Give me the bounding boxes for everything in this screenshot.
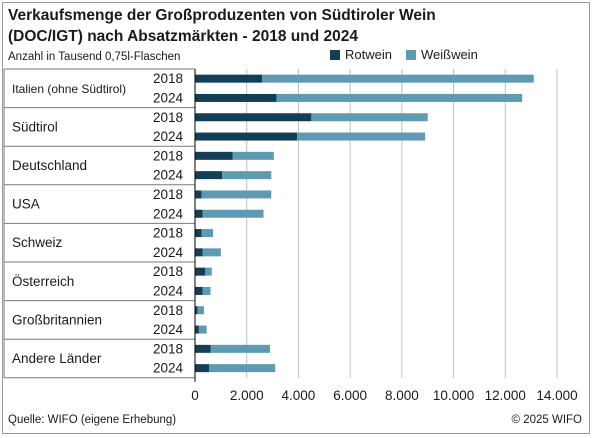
legend-swatch-weisswein xyxy=(405,49,416,60)
bar-rotwein xyxy=(195,248,203,257)
bar-weisswein xyxy=(201,190,272,199)
legend-label-weisswein: Weißwein xyxy=(420,47,478,62)
bar-weisswein xyxy=(198,325,207,334)
bar-rotwein xyxy=(195,325,199,334)
year-label: 2018 xyxy=(153,110,183,125)
year-label: 2024 xyxy=(153,283,184,298)
legend-item-rotwein: Rotwein xyxy=(330,47,392,62)
year-label: 2018 xyxy=(153,187,183,202)
category-label: Österreich xyxy=(12,274,74,289)
x-tick-label: 2.000 xyxy=(230,388,264,403)
category-label: Großbritannien xyxy=(12,312,102,327)
year-label: 2018 xyxy=(153,148,183,163)
bar-weisswein xyxy=(197,306,205,315)
source-note: Quelle: WIFO (eigene Erhebung) xyxy=(8,414,177,426)
bar-weisswein xyxy=(202,209,264,218)
category-label: Schweiz xyxy=(12,235,63,250)
x-tick-label: 4.000 xyxy=(282,388,316,403)
bar-weisswein xyxy=(202,248,221,257)
chart-frame xyxy=(2,2,590,434)
year-label: 2024 xyxy=(153,90,184,105)
legend: Rotwein Weißwein xyxy=(330,47,492,62)
x-tick-label: 12.000 xyxy=(485,388,526,403)
bar-rotwein xyxy=(195,74,263,83)
legend-swatch-rotwein xyxy=(330,49,340,60)
bar-weisswein xyxy=(210,344,270,353)
year-label: 2018 xyxy=(153,264,183,279)
bar-weisswein xyxy=(262,74,534,83)
bar-rotwein xyxy=(195,344,211,353)
copyright-note: © 2025 WIFO xyxy=(511,414,582,426)
bar-weisswein xyxy=(232,151,274,160)
category-label: Andere Länder xyxy=(12,351,102,366)
legend-label-rotwein: Rotwein xyxy=(345,47,392,62)
year-label: 2018 xyxy=(153,303,183,318)
year-label: 2024 xyxy=(153,206,184,221)
category-label: Italien (ohne Südtirol) xyxy=(12,82,126,96)
bar-weisswein xyxy=(222,171,272,180)
year-label: 2018 xyxy=(153,71,183,86)
x-tick-label: 10.000 xyxy=(433,388,474,403)
bar-rotwein xyxy=(195,93,277,102)
legend-item-weisswein: Weißwein xyxy=(405,47,478,62)
category-label: Deutschland xyxy=(12,158,87,173)
bar-weisswein xyxy=(276,93,523,102)
year-label: 2024 xyxy=(153,168,184,183)
bar-rotwein xyxy=(195,171,223,180)
bar-rotwein xyxy=(195,286,203,295)
bar-rotwein xyxy=(195,267,206,276)
bar-weisswein xyxy=(297,132,426,141)
x-tick-label: 8.000 xyxy=(385,388,419,403)
year-label: 2024 xyxy=(153,322,184,337)
bar-rotwein xyxy=(195,190,202,199)
x-tick-label: 14.000 xyxy=(536,388,577,403)
bar-weisswein xyxy=(209,364,276,373)
chart-subtitle: Anzahl in Tausend 0,75l-Flaschen xyxy=(8,51,181,63)
year-label: 2024 xyxy=(153,361,184,376)
bar-rotwein xyxy=(195,151,233,160)
year-label: 2018 xyxy=(153,341,183,356)
x-tick-label: 0 xyxy=(191,388,199,403)
year-label: 2024 xyxy=(153,129,184,144)
bar-weisswein xyxy=(311,113,428,122)
bar-rotwein xyxy=(195,209,203,218)
chart-title: Verkaufsmenge der Großproduzenten von Sü… xyxy=(8,7,436,45)
category-label: USA xyxy=(12,197,40,212)
bar-weisswein xyxy=(205,267,212,276)
bar-weisswein xyxy=(201,229,214,238)
bar-rotwein xyxy=(195,306,198,315)
category-label: Südtirol xyxy=(12,119,58,134)
bar-rotwein xyxy=(195,364,210,373)
bar-rotwein xyxy=(195,132,298,141)
bar-weisswein xyxy=(202,286,211,295)
bar-rotwein xyxy=(195,113,312,122)
bar-rotwein xyxy=(195,229,202,238)
x-tick-label: 6.000 xyxy=(333,388,367,403)
year-label: 2018 xyxy=(153,226,183,241)
year-label: 2024 xyxy=(153,245,184,260)
